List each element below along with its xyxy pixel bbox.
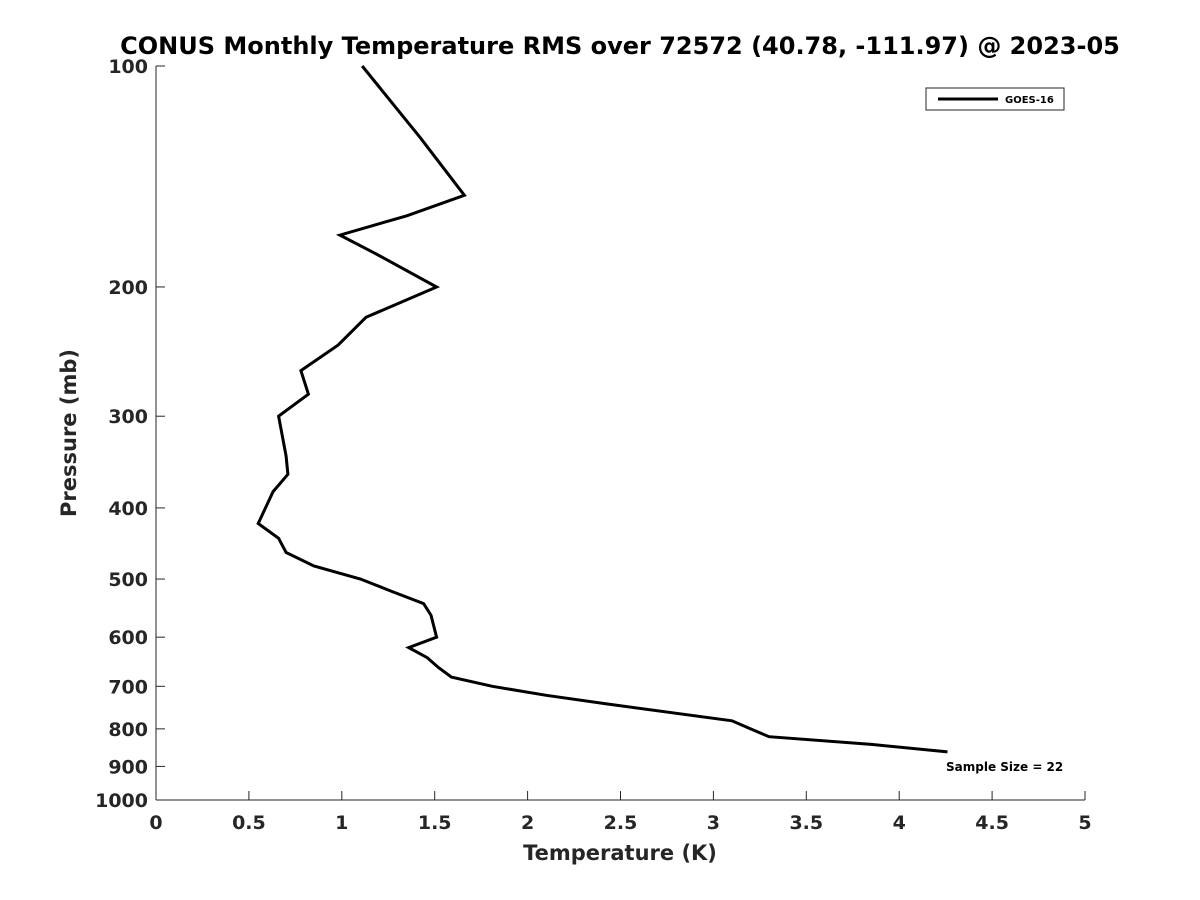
legend: GOES-16 xyxy=(925,87,1065,111)
x-tick-label: 1 xyxy=(335,812,348,834)
chart-title: CONUS Monthly Temperature RMS over 72572… xyxy=(120,32,1120,60)
y-tick-label: 600 xyxy=(108,627,148,649)
x-tick-label: 0 xyxy=(149,812,162,834)
y-tick-label: 700 xyxy=(108,676,148,698)
y-tick-label: 500 xyxy=(108,569,148,591)
legend-label: GOES-16 xyxy=(1005,95,1054,106)
series-line-goes-16 xyxy=(256,65,948,754)
x-axis-label: Temperature (K) xyxy=(523,841,717,865)
axes xyxy=(155,66,1085,801)
x-tick-label: 4 xyxy=(893,812,906,834)
y-tick-label: 1000 xyxy=(95,790,148,812)
x-tick-label: 5 xyxy=(1078,812,1091,834)
y-tick-label: 100 xyxy=(108,56,148,78)
y-tick-label: 300 xyxy=(108,406,148,428)
x-tick-label: 3 xyxy=(707,812,720,834)
x-ticks: 0 0.5 1 1.5 2 2.5 3 3.5 4 4.5 5 xyxy=(149,791,1092,834)
series-group xyxy=(256,65,948,754)
y-tick-label: 900 xyxy=(108,756,148,778)
sample-size-annotation: Sample Size = 22 xyxy=(946,760,1063,774)
y-axis-label: Pressure (mb) xyxy=(57,349,81,517)
x-tick-label: 3.5 xyxy=(789,812,823,834)
y-tick-label: 200 xyxy=(108,277,148,299)
x-tick-label: 1.5 xyxy=(418,812,452,834)
y-ticks: 100 200 300 400 500 600 700 800 900 1000 xyxy=(95,56,165,812)
x-tick-label: 4.5 xyxy=(975,812,1009,834)
x-tick-label: 2 xyxy=(521,812,534,834)
x-tick-label: 2.5 xyxy=(604,812,638,834)
y-tick-label: 400 xyxy=(108,498,148,520)
x-tick-label: 0.5 xyxy=(232,812,266,834)
y-tick-label: 800 xyxy=(108,719,148,741)
